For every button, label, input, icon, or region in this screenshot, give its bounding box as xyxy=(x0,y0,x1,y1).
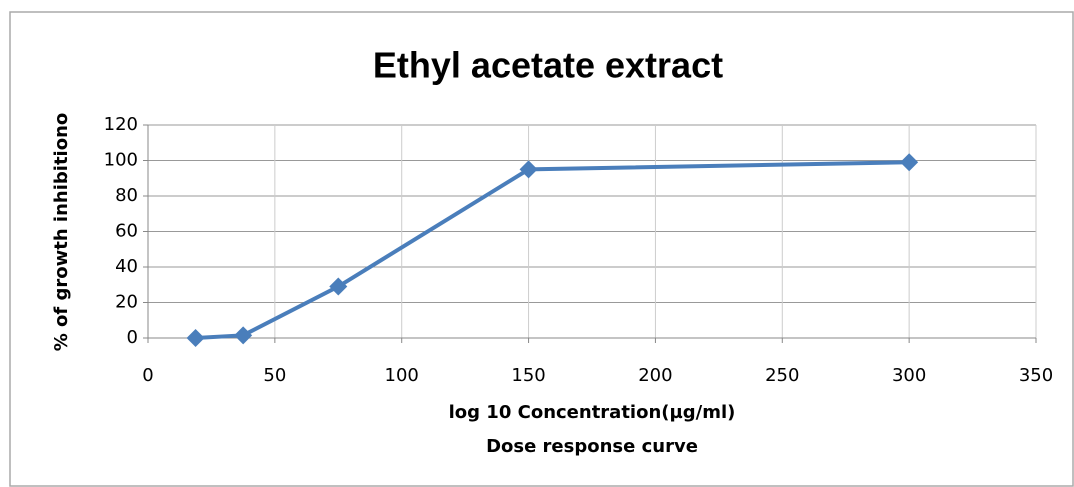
y-tick-label: 20 xyxy=(115,292,138,313)
data-point xyxy=(519,160,538,179)
x-tick-label: 50 xyxy=(263,365,286,386)
x-axis-label: log 10 Concentration(µg/ml) xyxy=(449,402,736,423)
x-tick-label: 100 xyxy=(385,365,419,386)
data-point xyxy=(234,326,253,345)
x-tick-label: 300 xyxy=(892,365,926,386)
x-tick-label: 350 xyxy=(1019,365,1053,386)
chart-title: Ethyl acetate extract xyxy=(373,45,723,86)
data-point xyxy=(329,277,348,296)
y-tick-label: 40 xyxy=(115,256,138,277)
x-tick-label: 200 xyxy=(638,365,672,386)
y-tick-label: 100 xyxy=(104,150,138,171)
x-tick-label: 0 xyxy=(142,365,153,386)
y-axis-label: % of growth inhibitiono xyxy=(51,113,72,352)
y-tick-label: 120 xyxy=(104,114,138,135)
x-tick-label: 150 xyxy=(511,365,545,386)
y-tick-label: 0 xyxy=(127,327,138,348)
data-point xyxy=(186,329,205,347)
y-tick-label: 80 xyxy=(115,185,138,206)
y-tick-label: 60 xyxy=(115,221,138,242)
x-tick-label: 250 xyxy=(765,365,799,386)
chart-frame xyxy=(9,11,1074,487)
data-point xyxy=(900,153,919,172)
chart-subtitle: Dose response curve xyxy=(486,436,698,457)
